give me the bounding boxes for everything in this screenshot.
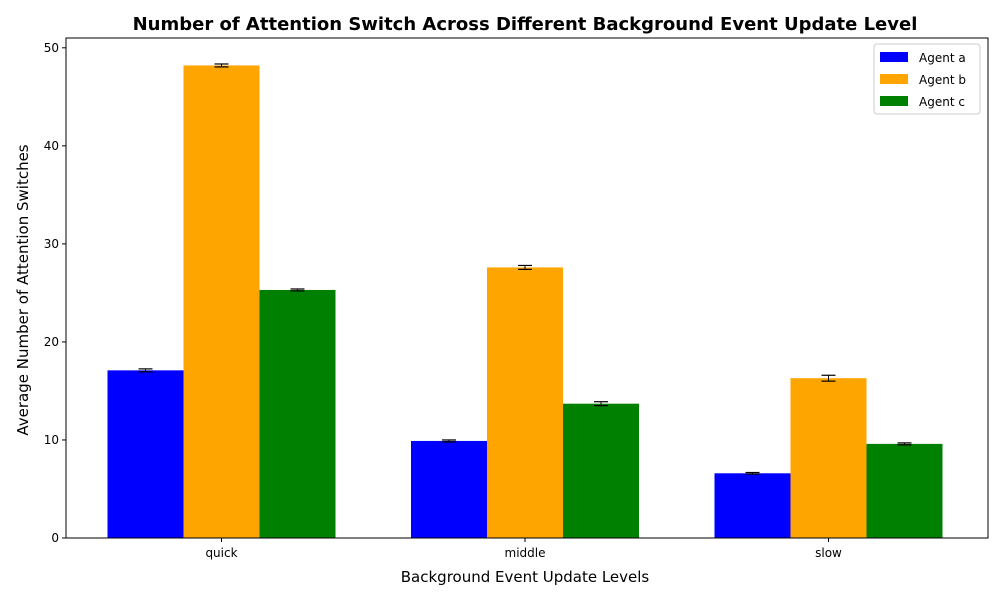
bar bbox=[107, 370, 184, 538]
legend-label: Agent a bbox=[919, 51, 966, 65]
bar bbox=[790, 378, 867, 538]
x-tick-label: slow bbox=[815, 546, 842, 560]
bar bbox=[714, 473, 791, 538]
bar bbox=[563, 403, 639, 538]
bar bbox=[183, 65, 260, 538]
legend-swatch bbox=[880, 96, 908, 106]
chart-title: Number of Attention Switch Across Differ… bbox=[133, 14, 918, 35]
bar bbox=[866, 443, 943, 538]
y-tick-label: 20 bbox=[44, 335, 59, 349]
error-bars-group bbox=[138, 63, 912, 475]
legend-label: Agent b bbox=[919, 73, 966, 87]
bar bbox=[487, 267, 563, 538]
bar bbox=[259, 289, 336, 538]
legend: Agent a Agent b Agent c bbox=[873, 43, 981, 115]
plot-frame bbox=[65, 37, 989, 539]
x-tick-label: quick bbox=[205, 546, 237, 560]
y-tick-label: 40 bbox=[44, 139, 59, 153]
y-axis-ticks: 0 10 20 30 40 50 bbox=[44, 41, 66, 545]
y-tick-label: 0 bbox=[51, 531, 59, 545]
y-tick-label: 10 bbox=[44, 433, 59, 447]
bar bbox=[411, 440, 487, 538]
y-axis-label: Average Number of Attention Switches bbox=[14, 144, 32, 435]
legend-swatch bbox=[880, 74, 908, 84]
bars-group bbox=[107, 65, 943, 538]
x-tick-label: middle bbox=[505, 546, 546, 560]
legend-label: Agent c bbox=[919, 95, 965, 109]
x-axis-label: Background Event Update Levels bbox=[401, 568, 650, 586]
y-tick-label: 50 bbox=[44, 41, 59, 55]
x-axis-ticks: quick middle slow bbox=[205, 538, 842, 560]
y-tick-label: 30 bbox=[44, 237, 59, 251]
legend-swatch bbox=[880, 52, 908, 62]
